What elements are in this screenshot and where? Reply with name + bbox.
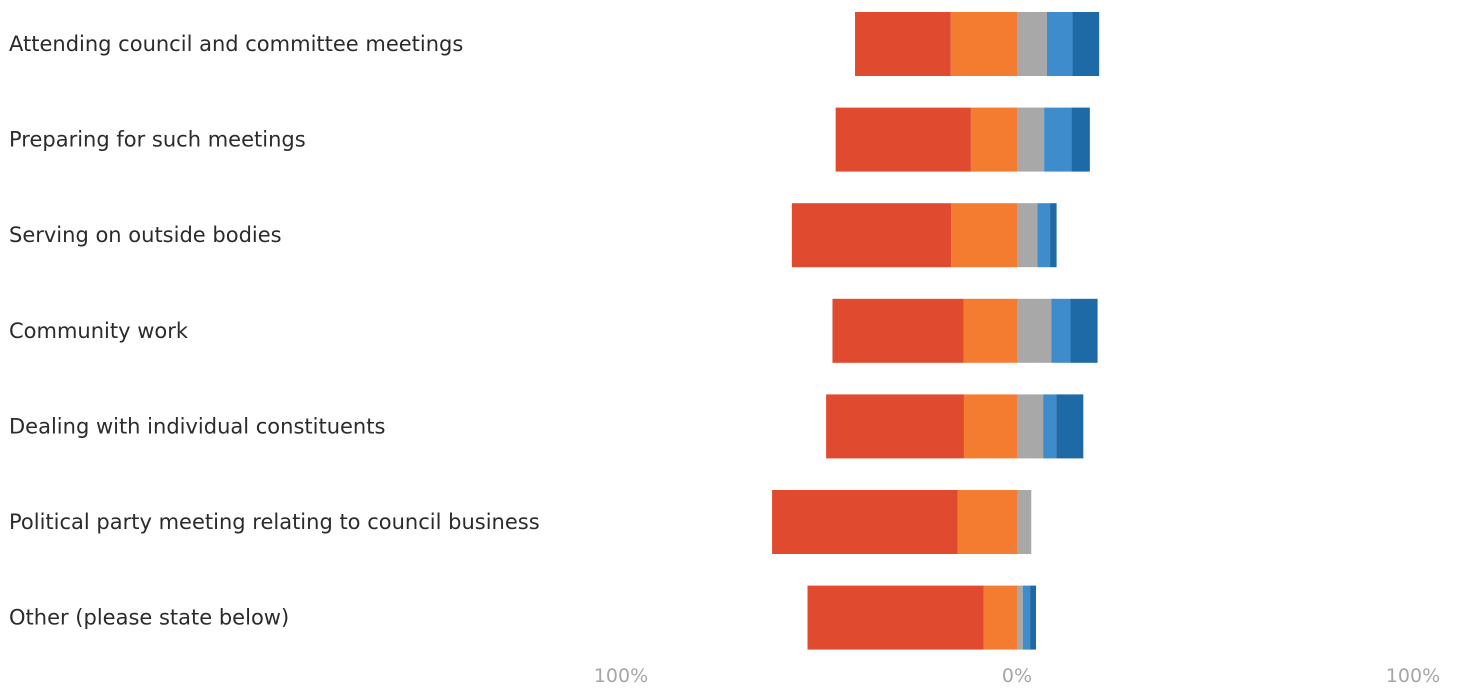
bar-segment	[807, 585, 984, 650]
category-label: Community work	[9, 319, 189, 343]
bar-segment	[951, 203, 1017, 268]
bar-segment	[1044, 107, 1072, 172]
bar-segment	[1022, 585, 1031, 650]
bar-segment	[1017, 203, 1038, 268]
bar-segment	[855, 12, 951, 76]
bar-segment	[1070, 298, 1098, 363]
bar-segment	[1017, 585, 1023, 650]
bar-segment	[963, 394, 1017, 459]
bar-segment	[832, 298, 964, 363]
bar-segment	[1051, 298, 1071, 363]
category-label: Attending council and committee meetings	[9, 32, 463, 56]
bar-segment	[1043, 394, 1057, 459]
bar-segment	[1017, 490, 1032, 554]
x-tick-label: 100%	[1386, 665, 1440, 687]
bar-row	[832, 298, 1098, 363]
bar-segment	[1030, 585, 1037, 650]
bar-row	[772, 490, 1032, 554]
bar-segment	[1046, 12, 1073, 76]
category-label: Dealing with individual constituents	[9, 414, 385, 438]
bar-segment	[791, 203, 952, 268]
bar-segment	[1017, 298, 1052, 363]
bar-row	[855, 12, 1100, 76]
bars	[772, 12, 1100, 650]
category-label: Other (please state below)	[9, 606, 289, 630]
bar-segment	[1017, 12, 1047, 76]
bar-segment	[970, 107, 1017, 172]
x-tick-label: 0%	[1002, 665, 1032, 687]
bar-row	[807, 585, 1037, 650]
bar-row	[835, 107, 1090, 172]
category-label: Serving on outside bodies	[9, 223, 282, 247]
bar-segment	[1071, 107, 1090, 172]
category-label: Preparing for such meetings	[9, 128, 306, 152]
category-label: Political party meeting relating to coun…	[9, 510, 540, 534]
x-tick-label: 100%	[594, 665, 648, 687]
x-axis-ticks: 100% 0% 100%	[594, 665, 1440, 687]
bar-segment	[963, 298, 1017, 363]
bar-segment	[1017, 107, 1045, 172]
bar-row	[826, 394, 1084, 459]
bar-segment	[826, 394, 964, 459]
bar-segment	[1017, 394, 1044, 459]
bar-segment	[983, 585, 1017, 650]
bar-segment	[835, 107, 971, 172]
category-labels: Attending council and committee meetings…	[9, 32, 540, 630]
bar-segment	[1056, 394, 1084, 459]
bar-segment	[772, 490, 958, 554]
bar-segment	[1037, 203, 1051, 268]
bar-segment	[957, 490, 1017, 554]
bar-segment	[1050, 203, 1057, 268]
bar-row	[791, 203, 1057, 268]
bar-segment	[1072, 12, 1100, 76]
bar-segment	[950, 12, 1017, 76]
